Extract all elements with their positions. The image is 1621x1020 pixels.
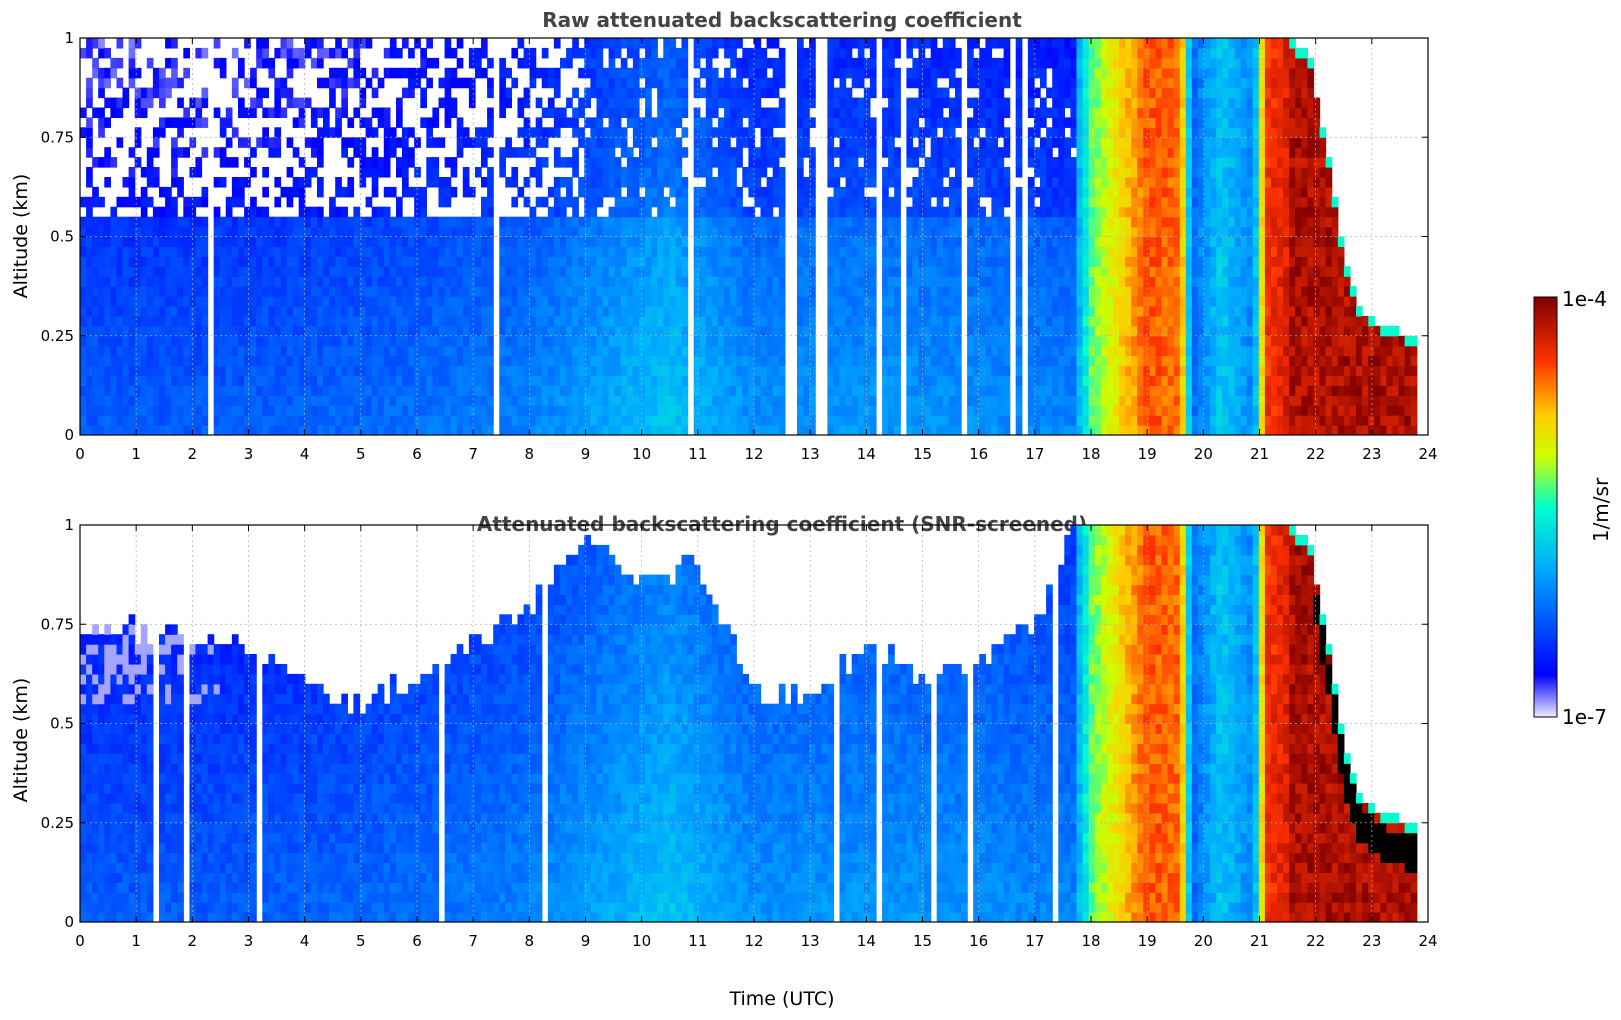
bottom-x-tick-label: 23 bbox=[1362, 932, 1381, 950]
top-x-tick-label: 24 bbox=[1418, 445, 1437, 463]
top-grid bbox=[80, 38, 1428, 435]
bottom-x-tick-label: 14 bbox=[857, 932, 876, 950]
colorbar bbox=[1533, 296, 1558, 718]
top-ylabel: Altitude (km) bbox=[10, 174, 32, 299]
top-x-tick-label: 23 bbox=[1362, 445, 1381, 463]
bottom-y-tick-label: 1 bbox=[64, 516, 74, 534]
bottom-x-tick-label: 13 bbox=[801, 932, 820, 950]
top-x-tick-label: 10 bbox=[632, 445, 651, 463]
top-x-tick-label: 14 bbox=[857, 445, 876, 463]
bottom-chart-title: Attenuated backscattering coefficient (S… bbox=[477, 512, 1087, 536]
top-x-tick-label: 18 bbox=[1081, 445, 1100, 463]
top-x-tick-label: 9 bbox=[581, 445, 591, 463]
bottom-x-tick-label: 2 bbox=[188, 932, 198, 950]
bottom-y-tick-label: 0.25 bbox=[41, 814, 74, 832]
top-heatmap bbox=[80, 38, 1418, 435]
top-chart-title: Raw attenuated backscattering coefficien… bbox=[542, 8, 1022, 32]
top-x-tick-label: 1 bbox=[131, 445, 141, 463]
top-x-tick-label: 5 bbox=[356, 445, 366, 463]
bottom-x-tick-label: 10 bbox=[632, 932, 651, 950]
bottom-x-tick-label: 17 bbox=[1025, 932, 1044, 950]
bottom-x-tick-label: 7 bbox=[468, 932, 478, 950]
bottom-x-tick-label: 12 bbox=[744, 932, 763, 950]
bottom-x-tick-label: 6 bbox=[412, 932, 422, 950]
colorbar-max-label: 1e-4 bbox=[1562, 287, 1607, 311]
top-x-tick-label: 11 bbox=[688, 445, 707, 463]
bottom-x-tick-label: 15 bbox=[913, 932, 932, 950]
bottom-x-tick-label: 24 bbox=[1418, 932, 1437, 950]
bottom-grid bbox=[80, 525, 1428, 922]
top-x-tick-label: 17 bbox=[1025, 445, 1044, 463]
top-x-tick-label: 13 bbox=[801, 445, 820, 463]
top-y-tick-label: 0.5 bbox=[50, 228, 74, 246]
top-x-tick-label: 8 bbox=[525, 445, 535, 463]
bottom-x-tick-label: 3 bbox=[244, 932, 254, 950]
top-y-tick-label: 0 bbox=[64, 426, 74, 444]
top-x-tick-label: 6 bbox=[412, 445, 422, 463]
top-x-tick-label: 15 bbox=[913, 445, 932, 463]
bottom-x-tick-label: 9 bbox=[581, 932, 591, 950]
top-x-tick-label: 20 bbox=[1194, 445, 1213, 463]
bottom-x-tick-label: 5 bbox=[356, 932, 366, 950]
top-x-tick-label: 12 bbox=[744, 445, 763, 463]
bottom-x-tick-label: 18 bbox=[1081, 932, 1100, 950]
top-x-tick-label: 21 bbox=[1250, 445, 1269, 463]
bottom-x-tick-label: 21 bbox=[1250, 932, 1269, 950]
bottom-x-tick-label: 8 bbox=[525, 932, 535, 950]
bottom-y-tick-label: 0.5 bbox=[50, 715, 74, 733]
bottom-x-tick-label: 20 bbox=[1194, 932, 1213, 950]
colorbar-min-label: 1e-7 bbox=[1562, 705, 1607, 729]
bottom-ylabel: Altitude (km) bbox=[10, 678, 32, 803]
top-x-tick-label: 7 bbox=[468, 445, 478, 463]
bottom-x-tick-label: 1 bbox=[131, 932, 141, 950]
bottom-y-tick-label: 0 bbox=[64, 913, 74, 931]
top-x-tick-label: 19 bbox=[1138, 445, 1157, 463]
bottom-x-tick-label: 22 bbox=[1306, 932, 1325, 950]
bottom-y-tick-label: 0.75 bbox=[41, 615, 74, 633]
bottom-panel: 0 1 2 3 4 5 6 7 8 9 10 11 12 13 14 15 16 17 18 19 20 21 22 23 24… bbox=[41, 516, 1438, 950]
top-x-tick-label: 22 bbox=[1306, 445, 1325, 463]
top-x-tick-label: 4 bbox=[300, 445, 310, 463]
top-y-tick-label: 0.25 bbox=[41, 327, 74, 345]
top-y-tick-label: 1 bbox=[64, 29, 74, 47]
bottom-x-tick-label: 11 bbox=[688, 932, 707, 950]
bottom-heatmap bbox=[80, 525, 1418, 922]
top-x-tick-label: 3 bbox=[244, 445, 254, 463]
top-x-tick-label: 2 bbox=[188, 445, 198, 463]
xlabel: Time (UTC) bbox=[728, 988, 834, 1010]
bottom-x-tick-label: 4 bbox=[300, 932, 310, 950]
colorbar-label: 1/m/sr bbox=[1589, 477, 1613, 542]
bottom-x-tick-label: 0 bbox=[75, 932, 85, 950]
top-x-tick-label: 16 bbox=[969, 445, 988, 463]
bottom-x-tick-label: 19 bbox=[1138, 932, 1157, 950]
top-y-tick-label: 0.75 bbox=[41, 128, 74, 146]
top-panel: 0 1 2 3 4 5 6 7 8 9 10 11 12 13 14 15 16 17 18 19 20 21 22 23 24… bbox=[41, 29, 1438, 463]
top-x-tick-label: 0 bbox=[75, 445, 85, 463]
bottom-x-tick-label: 16 bbox=[969, 932, 988, 950]
